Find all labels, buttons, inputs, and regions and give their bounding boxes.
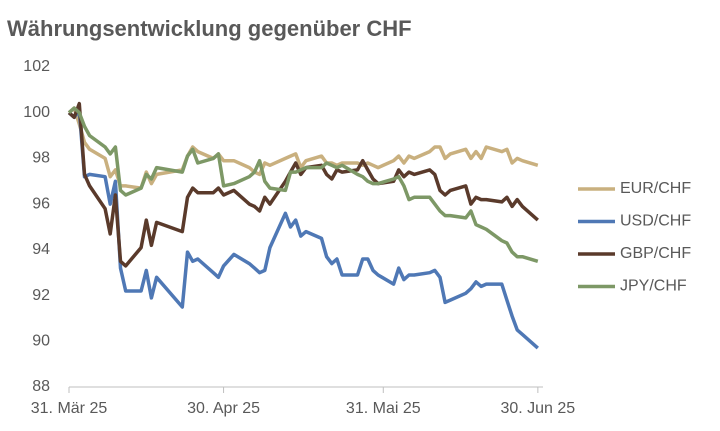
- x-tick-label: 30. Apr 25: [187, 400, 260, 417]
- series-line: [67, 101, 539, 268]
- series-line: [67, 106, 539, 263]
- y-tick-label: 90: [32, 333, 50, 350]
- x-tick-label: 31. Mär 25: [31, 400, 108, 417]
- legend-label: EUR/CHF: [620, 180, 691, 197]
- legend-label: GBP/CHF: [620, 245, 691, 262]
- x-tick-label: 30. Jun 25: [500, 400, 575, 417]
- series-line: [67, 108, 539, 350]
- legend-label: JPY/CHF: [620, 278, 687, 295]
- series-line: [67, 106, 539, 190]
- y-tick-label: 88: [32, 378, 50, 395]
- y-tick-label: 96: [32, 195, 50, 212]
- chart-title: Währungsentwicklung gegenüber CHF: [7, 16, 412, 41]
- y-tick-label: 94: [32, 241, 50, 258]
- y-tick-label: 102: [23, 58, 50, 75]
- y-tick-label: 100: [23, 104, 50, 121]
- legend-label: USD/CHF: [620, 213, 691, 230]
- y-tick-label: 92: [32, 287, 50, 304]
- x-tick-label: 31. Mai 25: [346, 400, 421, 417]
- y-tick-label: 98: [32, 150, 50, 167]
